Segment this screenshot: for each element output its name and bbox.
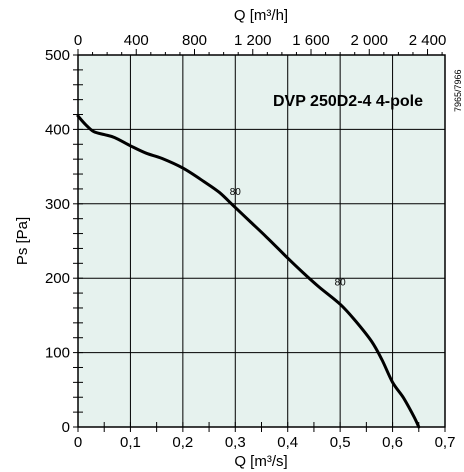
top-x-tick-label: 2 400 xyxy=(409,32,447,49)
top-x-tick-labels: 0 400 800 1 200 1 600 2 000 2 400 xyxy=(74,32,446,49)
chart-title: DVP 250D2-4 4-pole xyxy=(273,93,423,110)
x-tick-label: 0,2 xyxy=(172,434,193,451)
drawing-code: 7965/7966 xyxy=(453,69,463,112)
efficiency-label-1: 80 xyxy=(230,187,242,198)
y-tick-label: 500 xyxy=(45,47,70,64)
y-tick-label: 100 xyxy=(45,345,70,362)
top-x-tick-label: 800 xyxy=(182,32,207,49)
top-x-tick-label: 1 200 xyxy=(234,32,272,49)
top-x-tick-label: 400 xyxy=(124,32,149,49)
x-tick-label: 0,7 xyxy=(435,434,456,451)
x-tick-label: 0,3 xyxy=(225,434,246,451)
top-x-axis-title: Q [m³/h] xyxy=(234,7,288,24)
y-axis-title: Ps [Pa] xyxy=(14,217,31,265)
y-tick-label: 400 xyxy=(45,121,70,138)
y-tick-label: 200 xyxy=(45,270,70,287)
y-tick-label: 300 xyxy=(45,196,70,213)
y-tick-labels: 0 100 200 300 400 500 xyxy=(45,47,70,436)
y-tick-label: 0 xyxy=(62,419,70,436)
x-tick-label: 0,6 xyxy=(382,434,403,451)
top-x-tick-label: 1 600 xyxy=(292,32,330,49)
fan-curve-line xyxy=(76,114,421,429)
x-axis-title: Q [m³/s] xyxy=(234,453,287,470)
x-tick-label: 0 xyxy=(74,434,82,451)
plot-frame xyxy=(77,54,446,428)
x-tick-labels: 0 0,1 0,2 0,3 0,4 0,5 0,6 0,7 xyxy=(74,434,456,451)
top-x-tick-label: 2 000 xyxy=(350,32,388,49)
efficiency-label-2: 80 xyxy=(335,278,347,289)
plot-background xyxy=(78,55,445,427)
x-tick-label: 0,1 xyxy=(120,434,141,451)
x-tick-label: 0,4 xyxy=(277,434,298,451)
top-x-tick-label: 0 xyxy=(74,32,82,49)
grid-lines xyxy=(78,55,445,427)
x-tick-label: 0,5 xyxy=(330,434,351,451)
